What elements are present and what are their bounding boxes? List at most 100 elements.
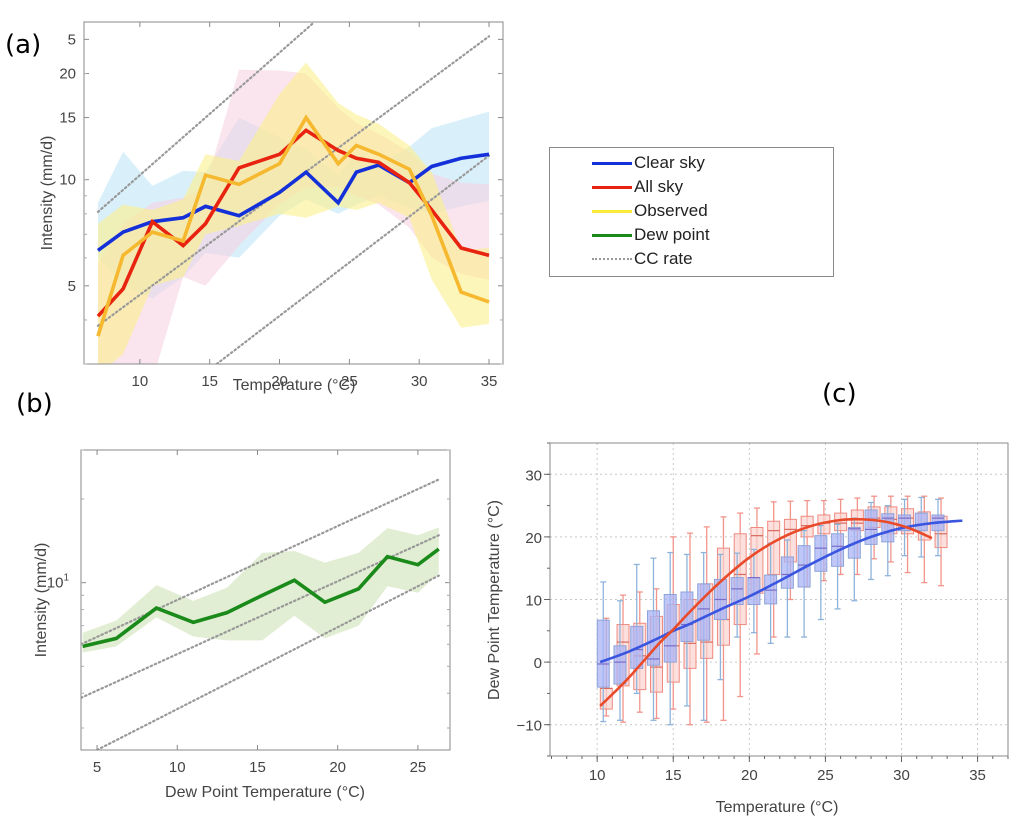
legend-label: All sky (634, 177, 684, 196)
x-tick-label: 35 (481, 373, 498, 390)
y-tick-label: 20 (59, 66, 76, 83)
legend-swatch-all-sky (592, 185, 632, 189)
cc-rate-line-3 (215, 154, 491, 364)
y-tick-exponent: 1 (63, 573, 69, 584)
panel-label-c: (c) (822, 379, 857, 409)
boxplot-blue (596, 581, 610, 723)
x-tick-label: 15 (665, 767, 682, 784)
cc-rate-line-1 (81, 478, 440, 646)
panel-c-xlabel: Temperature (°C) (716, 799, 839, 816)
legend-label: Observed (634, 201, 708, 220)
boxplot-red (917, 495, 931, 584)
y-tick-label: 101 (47, 573, 70, 592)
panel-label-a: (a) (5, 30, 41, 60)
legend-label: Dew point (634, 225, 710, 244)
boxplot-blue (697, 551, 711, 721)
x-tick-label: 25 (817, 767, 834, 784)
legend-item-cc-rate: CC rate (592, 248, 693, 270)
boxplot-blue (680, 553, 694, 707)
panel-a-ylabel: Intensity (mm/d) (39, 136, 56, 251)
x-tick-label: 15 (201, 373, 218, 390)
panel-c-frame (549, 442, 1009, 757)
legend-item-observed: Observed (592, 200, 708, 222)
x-tick-label: 10 (589, 767, 606, 784)
legend-item-dew-point: Dew point (592, 224, 710, 246)
box (697, 583, 711, 641)
y-tick-label: 10 (525, 593, 542, 610)
band-observed (97, 62, 490, 364)
x-tick-label: 35 (969, 767, 986, 784)
box (613, 645, 627, 685)
boxplot-blue (663, 551, 677, 726)
y-tick-label: 0 (534, 655, 542, 672)
boxplot-blue (764, 542, 778, 644)
cc-rate-line-1 (96, 22, 316, 214)
boxplot-red (767, 501, 781, 638)
box (814, 535, 828, 572)
fit-curve-blue (599, 519, 963, 664)
x-tick-label: 10 (132, 373, 149, 390)
boxplot-blue (864, 501, 878, 581)
line-observed (96, 114, 490, 337)
y-tick-label: 10 (59, 172, 76, 189)
y-tick-label: 5 (68, 278, 76, 295)
box (767, 520, 781, 575)
y-tick-label: 15 (59, 110, 76, 127)
boxplot-blue (613, 600, 627, 721)
cc-rate-line-2 (81, 534, 440, 699)
x-tick-label: 25 (341, 373, 358, 390)
panel-c-ylabel: Dew Point Temperature (°C) (486, 500, 503, 700)
legend-swatch-dew-point (592, 233, 632, 237)
y-tick-label: 30 (525, 467, 542, 484)
y-tick-label: −10 (517, 718, 542, 735)
x-tick-label: 20 (329, 759, 346, 776)
box (764, 574, 778, 605)
line-dew-point (82, 547, 440, 649)
box (596, 619, 610, 688)
panel-b-xlabel: Dew Point Temperature (°C) (165, 784, 365, 801)
panel-label-b: (b) (16, 389, 53, 419)
legend-swatch-cc-rate (592, 258, 632, 260)
line-clear-sky (96, 152, 490, 252)
legend: Clear sky All sky Observed Dew point CC … (549, 147, 834, 277)
boxplot-blue (797, 529, 811, 638)
boxplot-red (901, 495, 915, 574)
boxplot-blue (814, 524, 828, 621)
panel-a-xlabel: Temperature (°C) (233, 377, 356, 394)
legend-swatch-clear-sky (592, 161, 632, 165)
boxplot-blue (847, 517, 861, 602)
x-tick-label: 30 (893, 767, 910, 784)
x-tick-label: 30 (411, 373, 428, 390)
band-dew-point (82, 527, 439, 653)
legend-item-all-sky: All sky (592, 176, 683, 198)
box (730, 577, 744, 606)
cc-rate-line-3 (95, 574, 440, 750)
legend-label: Clear sky (634, 153, 705, 172)
panel-b-frame (80, 449, 451, 751)
boxplot-blue (831, 523, 845, 610)
boxplot-red (934, 497, 948, 587)
x-tick-label: 5 (93, 759, 101, 776)
box (680, 591, 694, 642)
y-tick-label: 5 (68, 31, 76, 48)
y-tick-label: 20 (525, 530, 542, 547)
legend-label: CC rate (634, 249, 693, 268)
panel-a-chart: 10 15 20 25 30 35 5 10 15 20 5 Temperature (°C) In… (39, 21, 504, 394)
legend-item-clear-sky: Clear sky (592, 152, 705, 174)
box (780, 556, 794, 589)
panel-b-ylabel: Intensity (mm/d) (33, 543, 50, 658)
panel-a-frame (83, 21, 504, 365)
box (914, 512, 928, 532)
x-tick-label: 20 (271, 373, 288, 390)
boxplot-blue (914, 496, 928, 558)
legend-swatch-observed (592, 209, 632, 213)
boxplot-blue (881, 504, 895, 577)
fit-curve-red (599, 517, 933, 707)
x-tick-label: 25 (410, 759, 427, 776)
x-tick-label: 20 (741, 767, 758, 784)
x-tick-label: 10 (169, 759, 186, 776)
x-tick-label: 15 (249, 759, 266, 776)
